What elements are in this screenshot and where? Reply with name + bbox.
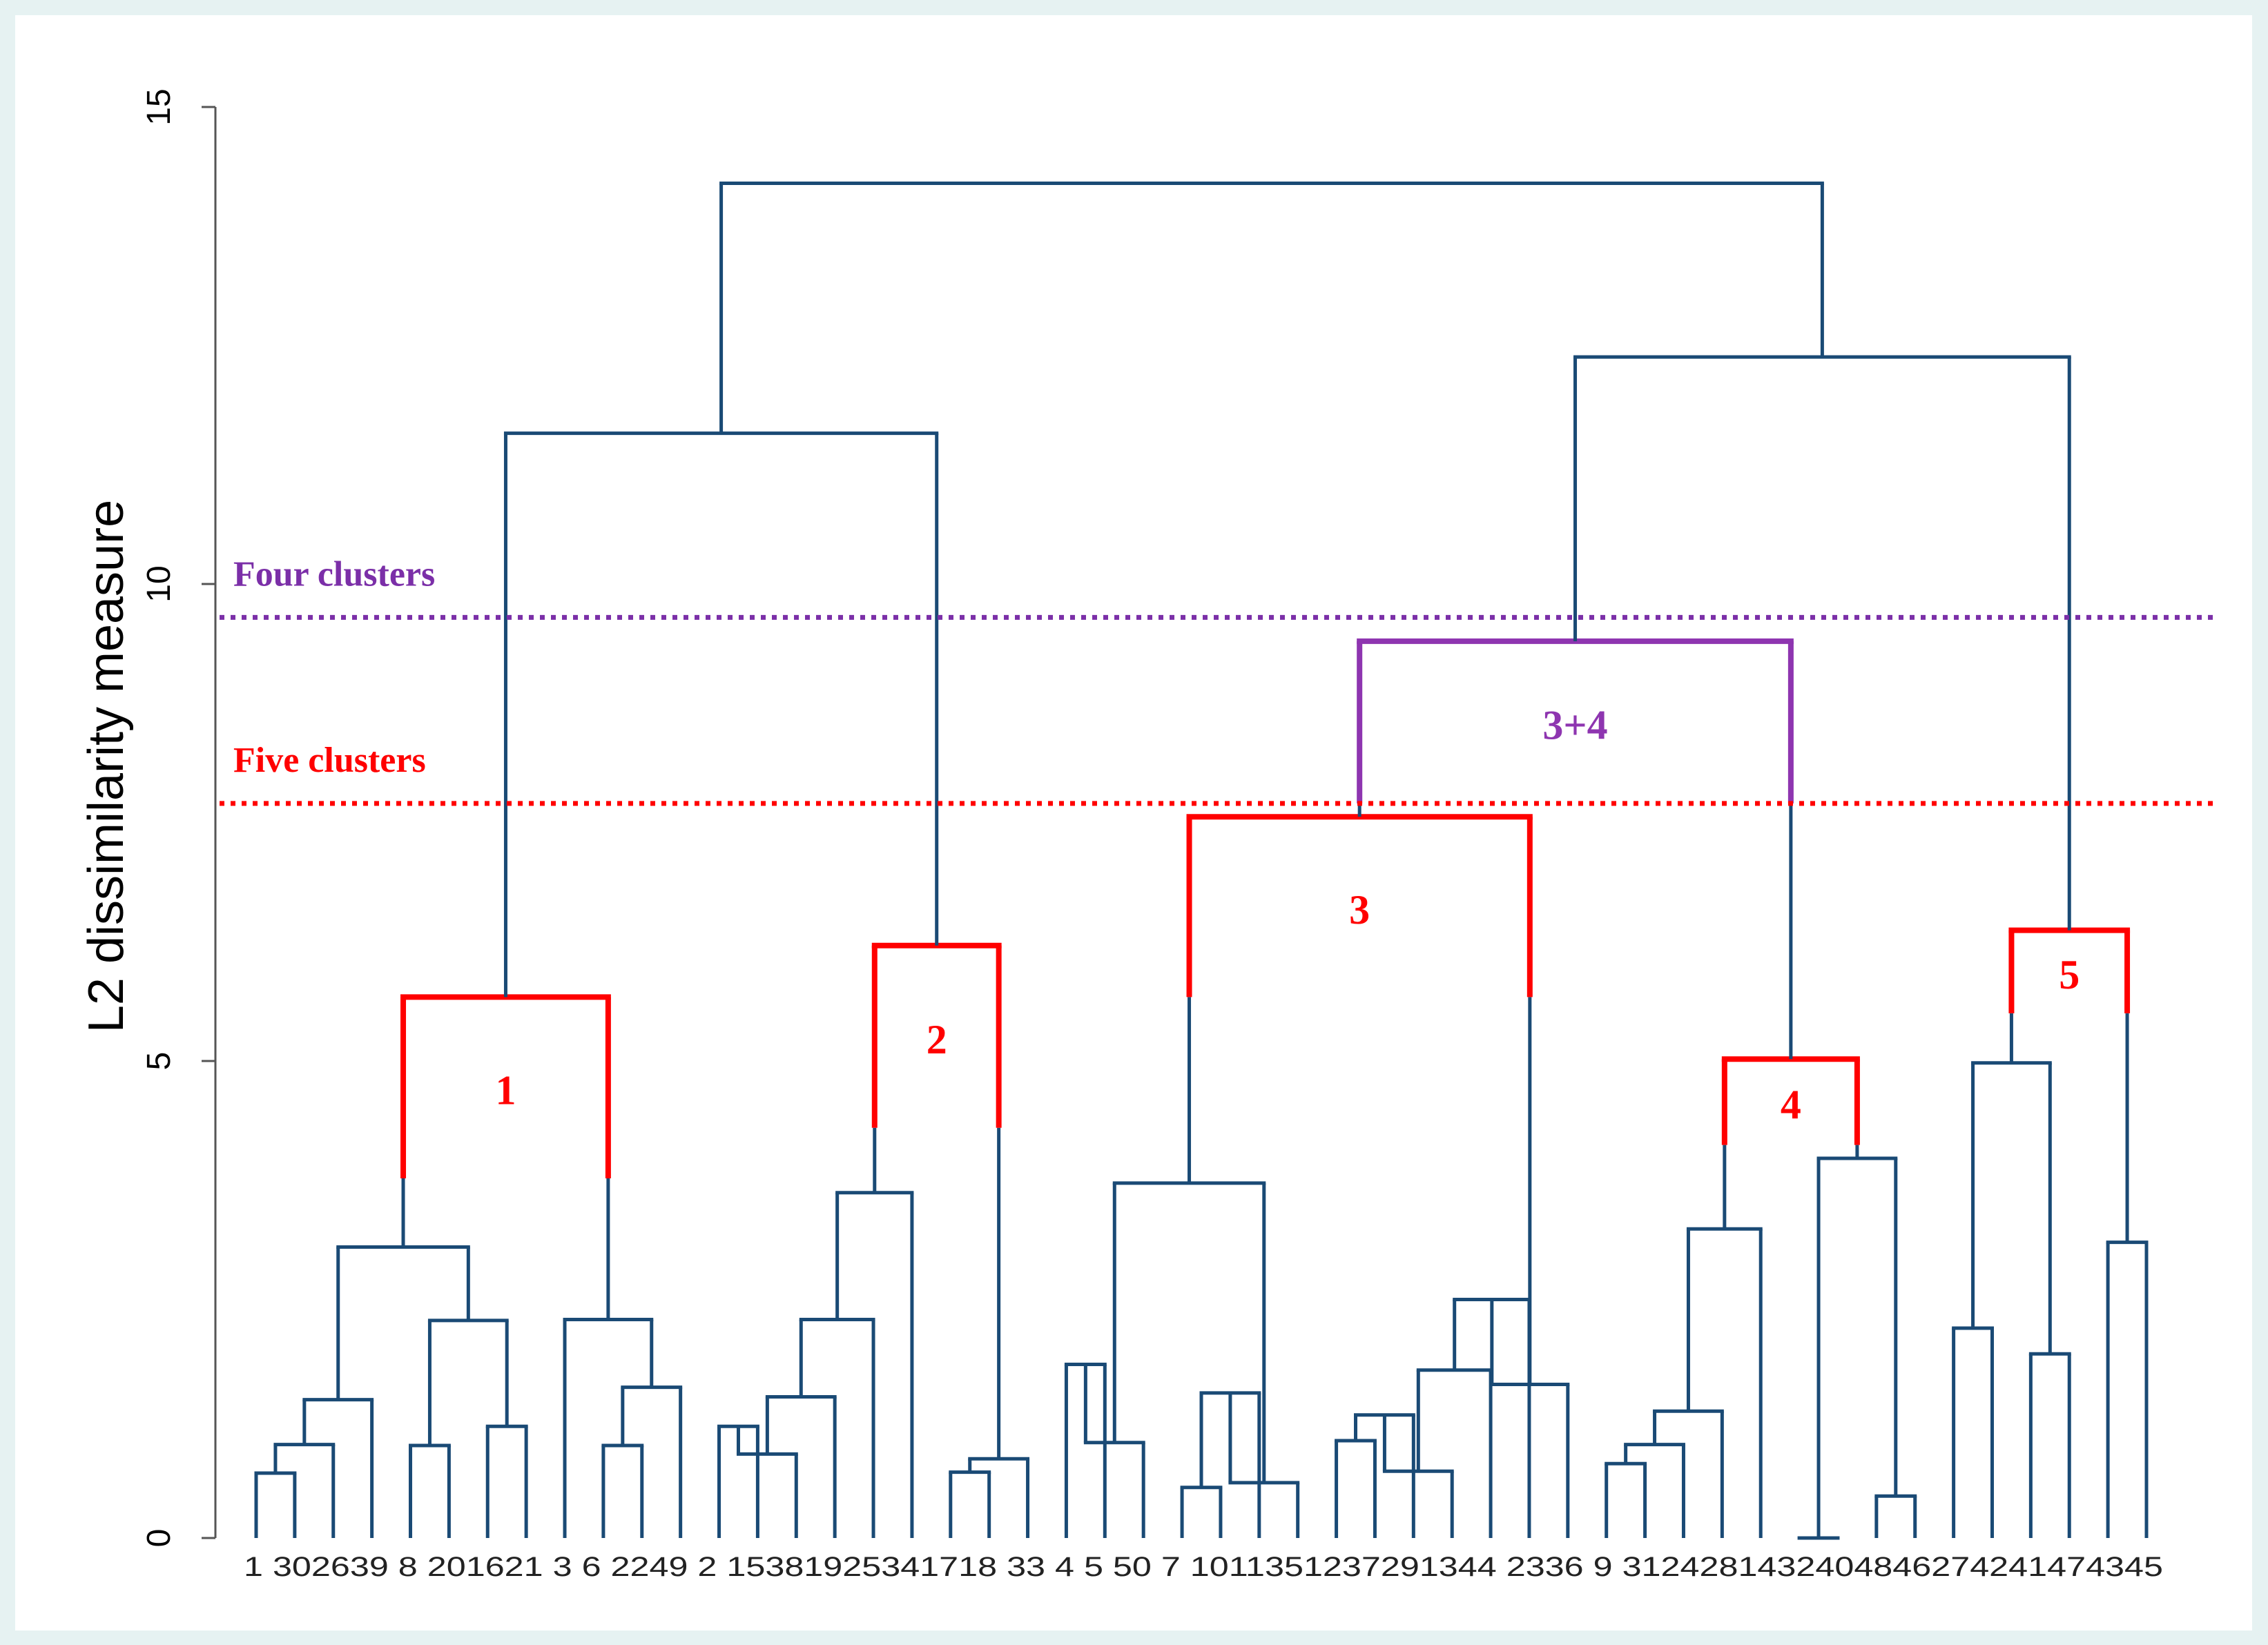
y-tick-label: 15 — [141, 88, 177, 125]
cluster-label: 1 — [495, 1068, 516, 1113]
cluster-label: 4 — [1781, 1082, 1801, 1127]
y-tick-label: 0 — [141, 1529, 177, 1548]
cluster-label: 5 — [2059, 952, 2080, 997]
y-axis: 0 5 10 15 L2 dissimilarity measure — [79, 88, 217, 1548]
cut-line-label: Four clusters — [233, 554, 435, 594]
leaf-labels: 1 302639 8 201621 3 6 2249 2 15381925341… — [244, 1552, 2163, 1582]
merge-link — [871, 942, 1002, 1459]
cluster-label: 3+4 — [1542, 702, 1607, 748]
dendrogram-tree — [254, 182, 2149, 1540]
y-axis-title: L2 dissimilarity measure — [79, 500, 134, 1033]
cluster-label: 3 — [1349, 887, 1370, 933]
merge-link — [1186, 814, 1533, 1385]
cut-line-label: Five clusters — [233, 741, 426, 780]
cluster-label: 2 — [927, 1017, 947, 1062]
cut-lines: Four clusters Five clusters — [220, 554, 2219, 806]
cluster-annotations: 1 2 3 4 5 3+4 — [495, 702, 2080, 1127]
merge-link — [719, 182, 1824, 434]
y-tick-label: 10 — [141, 565, 177, 602]
y-tick-label: 5 — [141, 1052, 177, 1071]
